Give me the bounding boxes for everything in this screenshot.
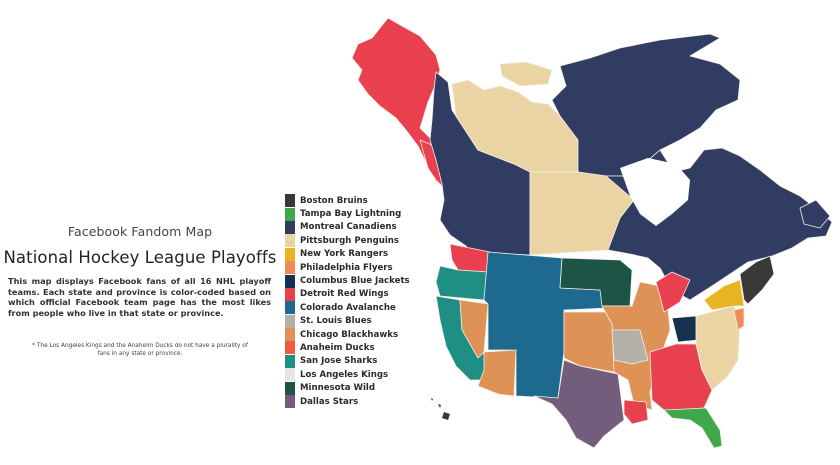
region-hawaii: [431, 398, 450, 420]
region-kansas-oklahoma: [563, 311, 615, 373]
region-texas: [533, 359, 625, 449]
legend-item-los-angeles-kings: Los Angeles Kings: [285, 368, 415, 382]
legend-label: Philadelphia Flyers: [300, 262, 393, 273]
region-southeast-detroit: [649, 343, 713, 411]
region-nevada: [459, 299, 489, 359]
region-oregon: [435, 265, 489, 301]
region-new-england: [739, 255, 775, 305]
legend-label: Columbus Blue Jackets: [300, 276, 410, 287]
legend-label: Dallas Stars: [300, 396, 359, 407]
legend-item-pittsburgh-penguins: Pittsburgh Penguins: [285, 234, 415, 248]
legend-item-chicago-blackhawks: Chicago Blackhawks: [285, 328, 415, 342]
legend-label: Montreal Canadiens: [300, 222, 397, 233]
legend-item-new-york-rangers: New York Rangers: [285, 247, 415, 261]
legend: Boston Bruins Tampa Bay Lightning Montre…: [285, 194, 415, 409]
region-arctic-islands-west: [499, 61, 553, 87]
legend-label: San Jose Sharks: [300, 356, 378, 367]
legend-swatch: [285, 207, 295, 221]
region-nunavut: [551, 33, 741, 177]
legend-label: Chicago Blackhawks: [300, 329, 399, 340]
legend-item-san-jose-sharks: San Jose Sharks: [285, 354, 415, 368]
legend-swatch: [285, 274, 295, 288]
region-michigan: [655, 271, 691, 313]
legend-label: Detroit Red Wings: [300, 289, 389, 300]
legend-item-detroit-red-wings: Detroit Red Wings: [285, 287, 415, 301]
legend-item-boston-bruins: Boston Bruins: [285, 194, 415, 208]
legend-swatch: [285, 301, 295, 315]
legend-item-montreal-canadiens: Montreal Canadiens: [285, 220, 415, 234]
legend-label: Boston Bruins: [300, 195, 368, 206]
legend-label: Colorado Avalanche: [300, 302, 396, 313]
legend-item-st-louis-blues: St. Louis Blues: [285, 314, 415, 328]
legend-swatch: [285, 287, 295, 301]
legend-label: Pittsburgh Penguins: [300, 235, 400, 246]
legend-label: St. Louis Blues: [300, 316, 372, 327]
legend-item-colorado-avalanche: Colorado Avalanche: [285, 301, 415, 315]
legend-swatch: [285, 247, 295, 261]
region-arizona: [477, 349, 517, 397]
legend-swatch: [285, 261, 295, 275]
region-missouri: [611, 329, 649, 365]
legend-swatch: [285, 328, 295, 342]
legend-swatch: [285, 368, 295, 382]
legend-swatch: [285, 341, 295, 355]
legend-item-philadelphia-flyers: Philadelphia Flyers: [285, 261, 415, 275]
legend-label: Tampa Bay Lightning: [300, 209, 402, 220]
map-title: National Hockey League Playoffs: [3, 248, 277, 267]
title-block: Facebook Fandom Map National Hockey Leag…: [0, 224, 280, 267]
legend-label: Los Angeles Kings: [300, 369, 389, 380]
legend-label: Anaheim Ducks: [300, 342, 375, 353]
region-florida: [663, 407, 723, 449]
legend-item-tampa-bay-lightning: Tampa Bay Lightning: [285, 207, 415, 221]
region-new-jersey: [733, 307, 745, 331]
map-footnote: * The Los Angeles Kings and the Anaheim …: [32, 343, 248, 357]
legend-swatch: [285, 234, 295, 248]
region-new-york: [703, 279, 745, 311]
legend-item-dallas-stars: Dallas Stars: [285, 395, 415, 409]
legend-swatch: [285, 395, 295, 409]
hudson-bay: [620, 158, 690, 226]
legend-swatch: [285, 220, 295, 234]
region-newfoundland: [799, 199, 831, 229]
legend-swatch: [285, 354, 295, 368]
legend-item-anaheim-ducks: Anaheim Ducks: [285, 341, 415, 355]
legend-swatch: [285, 194, 295, 208]
legend-label: Minnesota Wild: [300, 383, 376, 394]
legend-item-columbus-blue-jackets: Columbus Blue Jackets: [285, 274, 415, 288]
region-ohio: [671, 315, 699, 343]
legend-swatch: [285, 381, 295, 395]
legend-item-minnesota-wild: Minnesota Wild: [285, 381, 415, 395]
legend-swatch: [285, 314, 295, 328]
legend-label: New York Rangers: [300, 249, 389, 260]
region-louisiana: [623, 399, 649, 425]
map-subtitle: Facebook Fandom Map: [67, 224, 213, 239]
map-description: This map displays Facebook fans of all 1…: [8, 276, 271, 318]
